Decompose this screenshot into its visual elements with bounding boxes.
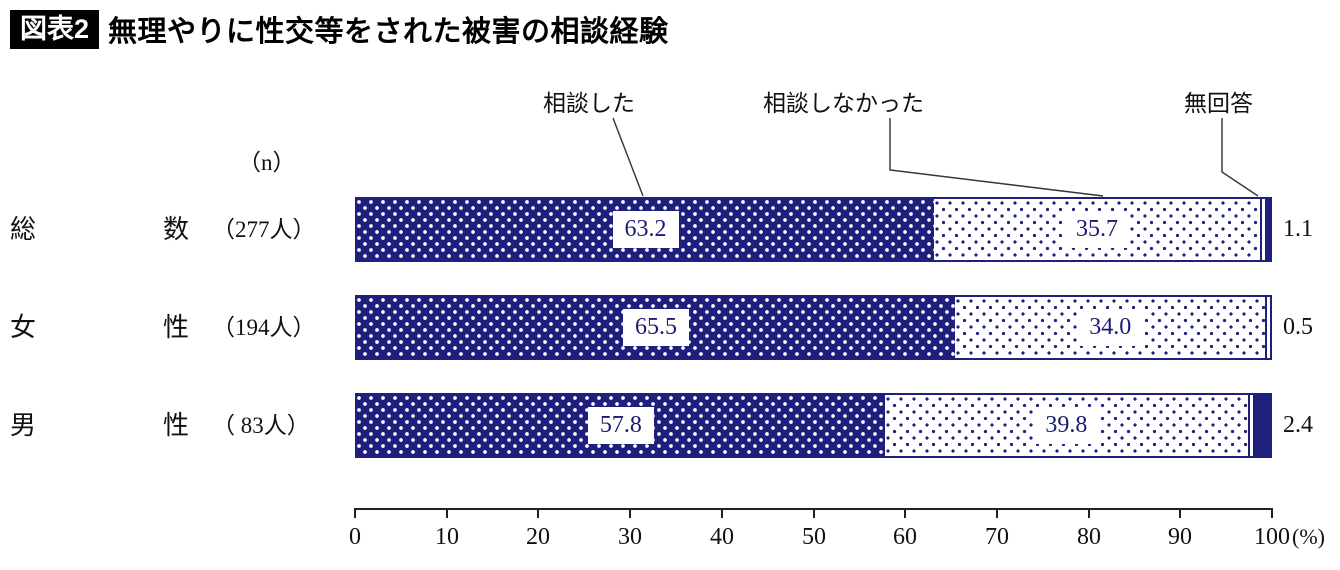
category-label: 総 [10,215,37,244]
category-label: 男 [10,411,37,440]
x-tick-label: 80 [1077,524,1101,550]
n-label: （ 83人） [212,413,310,438]
value-label-consulted: 63.2 [612,211,679,248]
legend-no-answer: 無回答 [1184,91,1253,116]
x-tick-label: 100 [1254,524,1290,550]
x-tick-label: 30 [618,524,642,550]
value-label-no-answer: 2.4 [1283,412,1313,438]
bar-segment-consulted: 65.5 [357,297,955,358]
bar-segment-no-answer [1265,297,1270,358]
leader-line-no-answer [1221,118,1259,197]
x-axis-unit: (%) [1292,524,1325,549]
x-tick-label: 20 [526,524,550,550]
x-tick-label: 90 [1168,524,1192,550]
value-label-consulted: 65.5 [623,309,689,346]
x-tick-label: 60 [893,524,917,550]
x-tick [1088,508,1090,518]
x-tick [813,508,815,518]
leader-line-not-consulted [889,118,1104,197]
x-tick-label: 70 [985,524,1009,550]
figure-title: 無理やりに性交等をされた被害の相談経験 [108,16,669,48]
leader-line-consulted [612,117,644,197]
figure-badge: 図表2 [10,9,100,49]
x-tick [1179,508,1181,518]
bar-segment-not-consulted: 34.0 [955,297,1266,358]
x-tick [629,508,631,518]
x-tick-label: 40 [710,524,734,550]
legend-not-consulted: 相談しなかった [763,91,924,116]
figure-header: 図表2 無理やりに性交等をされた被害の相談経験 [10,8,669,50]
x-tick [1271,508,1273,518]
bar-segment-not-consulted: 39.8 [884,395,1249,456]
stacked-bar: 57.8 39.8 [355,393,1272,458]
n-label: （194人） [212,315,316,340]
value-label-not-consulted: 35.7 [1063,211,1130,248]
value-label-no-answer: 0.5 [1283,314,1313,340]
stacked-bar: 65.5 34.0 [355,295,1272,360]
category-label: 性 [163,313,190,342]
category-label: 性 [163,411,190,440]
x-tick-label: 10 [435,524,459,550]
x-tick [354,508,356,518]
n-column-header: （n） [238,150,296,175]
stacked-bar: 63.2 35.7 [355,197,1272,262]
value-label-consulted: 57.8 [587,407,654,444]
chart-row: 男 性 （ 83人） 57.8 39.8 2.4 [0,393,1340,458]
value-label-not-consulted: 39.8 [1033,407,1100,444]
x-tick [996,508,998,518]
chart-row: 総 数 （277人） 63.2 35.7 1.1 [0,197,1340,262]
bar-segment-no-answer [1259,199,1270,260]
bar-segment-consulted: 63.2 [357,199,935,260]
bar-segment-no-answer [1248,395,1270,456]
legend-consulted: 相談した [543,91,635,116]
value-label-no-answer: 1.1 [1283,216,1313,242]
category-label: 数 [163,215,190,244]
x-tick [537,508,539,518]
n-label: （277人） [212,217,316,242]
value-label-not-consulted: 34.0 [1077,309,1144,346]
category-label: 女 [10,313,37,342]
bar-segment-not-consulted: 35.7 [934,199,1260,260]
x-tick [904,508,906,518]
x-tick-label: 50 [802,524,826,550]
x-tick [721,508,723,518]
x-tick [446,508,448,518]
bar-segment-consulted: 57.8 [357,395,885,456]
x-tick-label: 0 [349,524,361,550]
chart-row: 女 性 （194人） 65.5 34.0 0.5 [0,295,1340,360]
